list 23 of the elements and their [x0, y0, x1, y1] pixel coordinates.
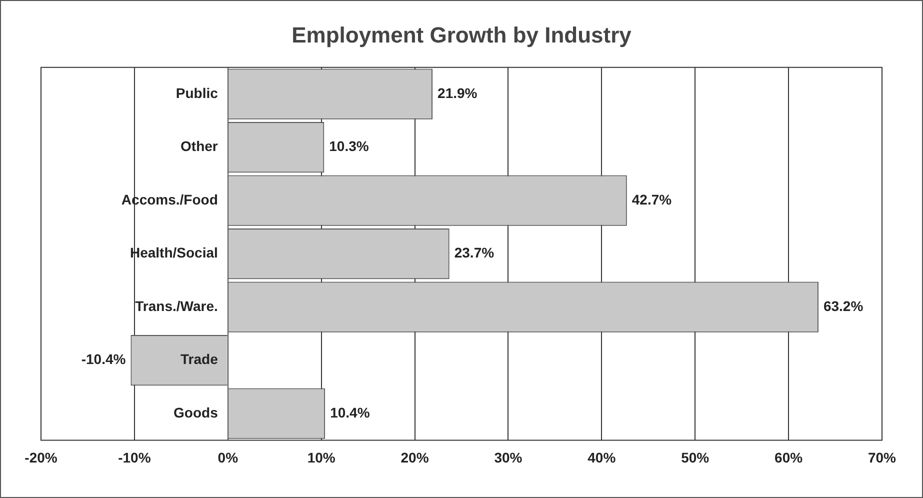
x-tick-label: 0% [218, 449, 239, 466]
data-label: 10.3% [329, 138, 370, 154]
x-tick-label: 60% [774, 449, 804, 466]
x-tick-label: 10% [307, 449, 336, 466]
x-tick-label: 20% [400, 449, 430, 466]
y-tick-label: Public [176, 84, 218, 101]
y-tick-label: Other [180, 138, 218, 154]
data-label: 63.2% [823, 298, 864, 314]
x-tick-label: -10% [118, 449, 152, 466]
x-tick-label: 30% [494, 449, 523, 466]
y-tick-label: Trade [180, 351, 218, 368]
y-tick-label: Trans./Ware. [135, 298, 218, 314]
data-label: 10.4% [330, 404, 370, 420]
data-label: 23.7% [454, 244, 495, 261]
data-label: 42.7% [632, 191, 672, 208]
x-tick-label: -20% [24, 449, 58, 466]
x-tick-label: 70% [868, 449, 897, 466]
x-tick-label: 40% [588, 449, 616, 466]
data-label: 21.9% [438, 84, 478, 101]
chart-title: Employment Growth by Industry [292, 22, 632, 48]
data-label: -10.4% [81, 351, 126, 368]
y-tick-label: Goods [174, 404, 218, 420]
x-tick-label: 50% [681, 449, 710, 466]
